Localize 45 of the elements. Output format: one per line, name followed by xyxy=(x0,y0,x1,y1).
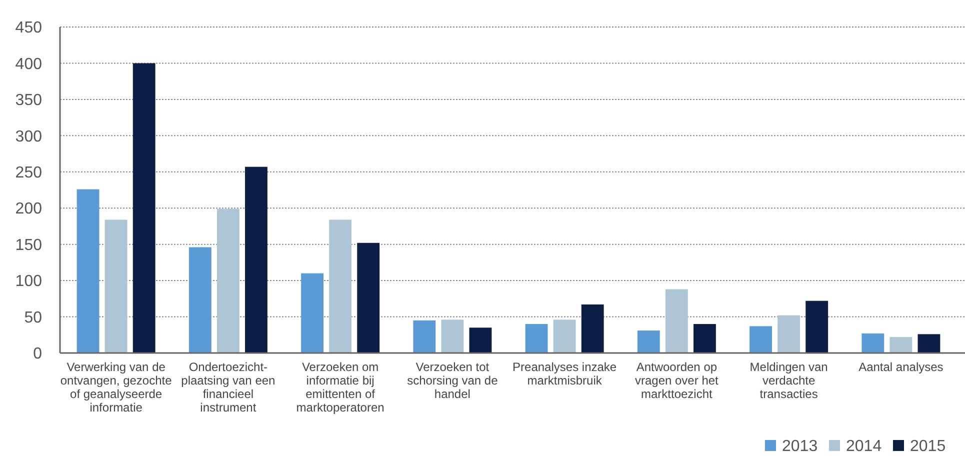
x-tick-label: Preanalyses inzake marktmisbruik xyxy=(512,360,617,388)
y-tick-label: 50 xyxy=(24,309,42,326)
bar xyxy=(581,304,604,353)
x-tick-label: Verwerking van de ontvangen, gezochte of geanalyseerde informatie xyxy=(60,360,172,414)
bar xyxy=(778,315,800,353)
y-tick-label: 100 xyxy=(15,273,42,290)
y-tick-label: 450 xyxy=(15,20,42,37)
x-tick-label: Ondertoezicht-plaatsing van een financieel instrument xyxy=(181,360,276,414)
bar xyxy=(525,324,548,353)
x-tick-label: Aantal analyses xyxy=(858,360,944,374)
bar xyxy=(890,337,912,353)
bar xyxy=(104,220,128,353)
y-tick-label: 150 xyxy=(15,236,42,254)
legend-label: 2014 xyxy=(846,438,882,455)
y-tick-label: 200 xyxy=(15,200,42,218)
x-tick-label: Antwoorden op vragen over het markttoezicht xyxy=(634,360,720,401)
bar xyxy=(188,247,212,353)
bar xyxy=(918,334,940,353)
y-tick-label: 0 xyxy=(33,346,42,363)
y-tick-label: 300 xyxy=(15,128,42,146)
bar xyxy=(694,324,716,353)
bar xyxy=(806,300,828,353)
y-tick-label: 350 xyxy=(15,92,42,110)
x-tick-label: Meldingen van verdachte transacties xyxy=(750,360,828,401)
bar xyxy=(329,220,352,353)
x-tick-label: Verzoeken tot schorsing van de handel xyxy=(407,360,498,401)
bar xyxy=(469,328,492,353)
bar xyxy=(245,166,268,353)
bar xyxy=(301,273,324,353)
bar xyxy=(413,320,436,353)
bar xyxy=(76,189,100,353)
bar xyxy=(216,208,240,353)
y-tick-label: 250 xyxy=(15,164,42,182)
bar xyxy=(750,326,772,353)
bar xyxy=(441,320,464,353)
x-tick-label: Verzoeken om informatie bij emittenten of marktoperatoren xyxy=(296,360,384,414)
bar xyxy=(665,289,688,353)
bar xyxy=(132,63,156,353)
legend-label: 2015 xyxy=(910,438,946,455)
bar xyxy=(637,330,660,353)
bar xyxy=(862,333,884,353)
legend-label: 2013 xyxy=(782,438,818,455)
bar xyxy=(553,320,576,353)
y-tick-label: 400 xyxy=(15,56,42,73)
bar xyxy=(357,242,380,353)
